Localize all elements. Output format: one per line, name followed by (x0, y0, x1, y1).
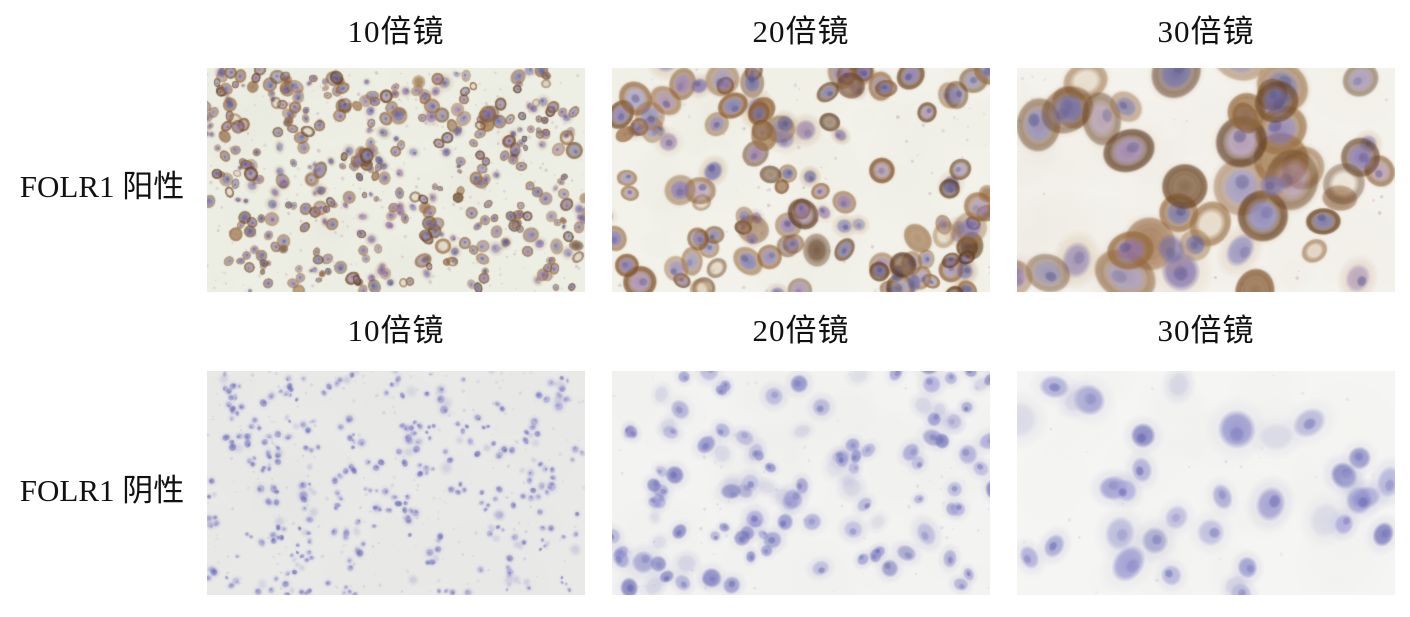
micrograph-folr1-negative-30x (1017, 371, 1395, 595)
micrograph-folr1-positive-30x (1017, 68, 1395, 292)
micrograph-folr1-positive-20x (612, 68, 990, 292)
magnification-header-positive-30x: 30倍镜 (1157, 13, 1255, 49)
micrograph-folr1-negative-20x (612, 371, 990, 595)
micrograph-folr1-negative-10x (207, 371, 585, 595)
magnification-header-negative-10x: 10倍镜 (347, 312, 445, 348)
magnification-header-positive-20x: 20倍镜 (752, 13, 850, 49)
row-label-folr1-positive: FOLR1 阳性 (19, 168, 185, 204)
magnification-header-negative-20x: 20倍镜 (752, 312, 850, 348)
magnification-header-negative-30x: 30倍镜 (1157, 312, 1255, 348)
micrograph-folr1-positive-10x (207, 68, 585, 292)
row-label-folr1-negative: FOLR1 阴性 (19, 472, 185, 508)
magnification-header-positive-10x: 10倍镜 (347, 13, 445, 49)
